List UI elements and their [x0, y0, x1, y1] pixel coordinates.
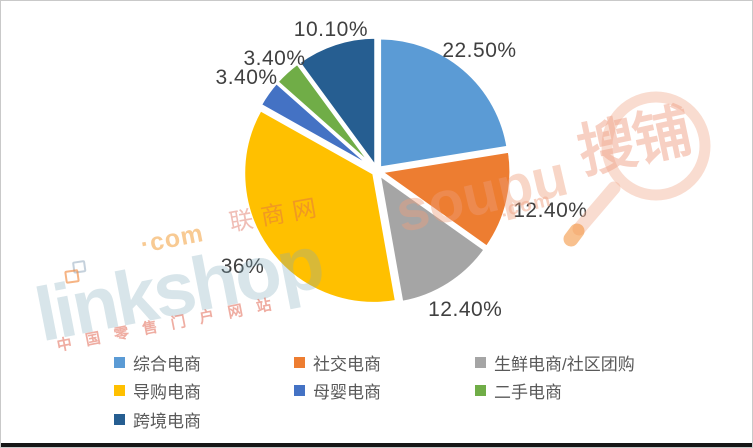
legend-column-1: 综合电商导购电商跨境电商 [114, 348, 201, 434]
legend-label: 跨境电商 [133, 411, 201, 431]
pie-slice-3 [377, 172, 487, 304]
slice-label-4: 36% [220, 254, 265, 278]
legend-swatch [475, 356, 486, 368]
legend-swatch [475, 385, 486, 397]
pie-slice-1 [378, 36, 510, 170]
slice-label-5: 3.40% [215, 66, 278, 90]
legend-item-4: 导购电商 [114, 377, 201, 406]
legend-column-3: 生鲜电商/社区团购 二手电商 [475, 348, 635, 405]
legend-swatch [294, 385, 305, 397]
legend-swatch [114, 385, 125, 397]
window-bottom-edge [1, 443, 752, 447]
slice-label-7: 10.10% [293, 18, 369, 42]
slice-label-2: 12.40% [513, 199, 588, 223]
legend-item-1: 综合电商 [114, 348, 201, 377]
slice-label-3: 12.40% [428, 298, 503, 322]
slice-label-6: 3.40% [243, 46, 306, 70]
pie-slice-6 [275, 61, 376, 170]
legend-label: 综合电商 [133, 354, 201, 374]
pie-slice-4 [242, 108, 398, 305]
legend-item-2: 社交电商 [294, 348, 381, 377]
legend-item-3: 生鲜电商/社区团购 [475, 348, 635, 377]
pie-slice-2 [379, 149, 513, 249]
legend-item-5: 母婴电商 [294, 377, 381, 406]
legend-swatch [114, 356, 125, 368]
legend-label: 社交电商 [313, 354, 381, 374]
legend-label: 生鲜电商/社区团购 [494, 354, 635, 374]
legend-label: 导购电商 [133, 383, 201, 403]
legend-label: 二手电商 [494, 383, 562, 403]
legend-item-7: 跨境电商 [114, 405, 201, 434]
legend-column-2: 社交电商 母婴电商 [294, 348, 381, 405]
legend-swatch [114, 413, 125, 425]
slice-label-1: 22.50% [442, 38, 517, 62]
legend-swatch [294, 356, 305, 368]
pie-slice-7 [297, 35, 378, 169]
legend-item-6: 二手电商 [475, 377, 635, 406]
legend-label: 母婴电商 [313, 383, 381, 403]
